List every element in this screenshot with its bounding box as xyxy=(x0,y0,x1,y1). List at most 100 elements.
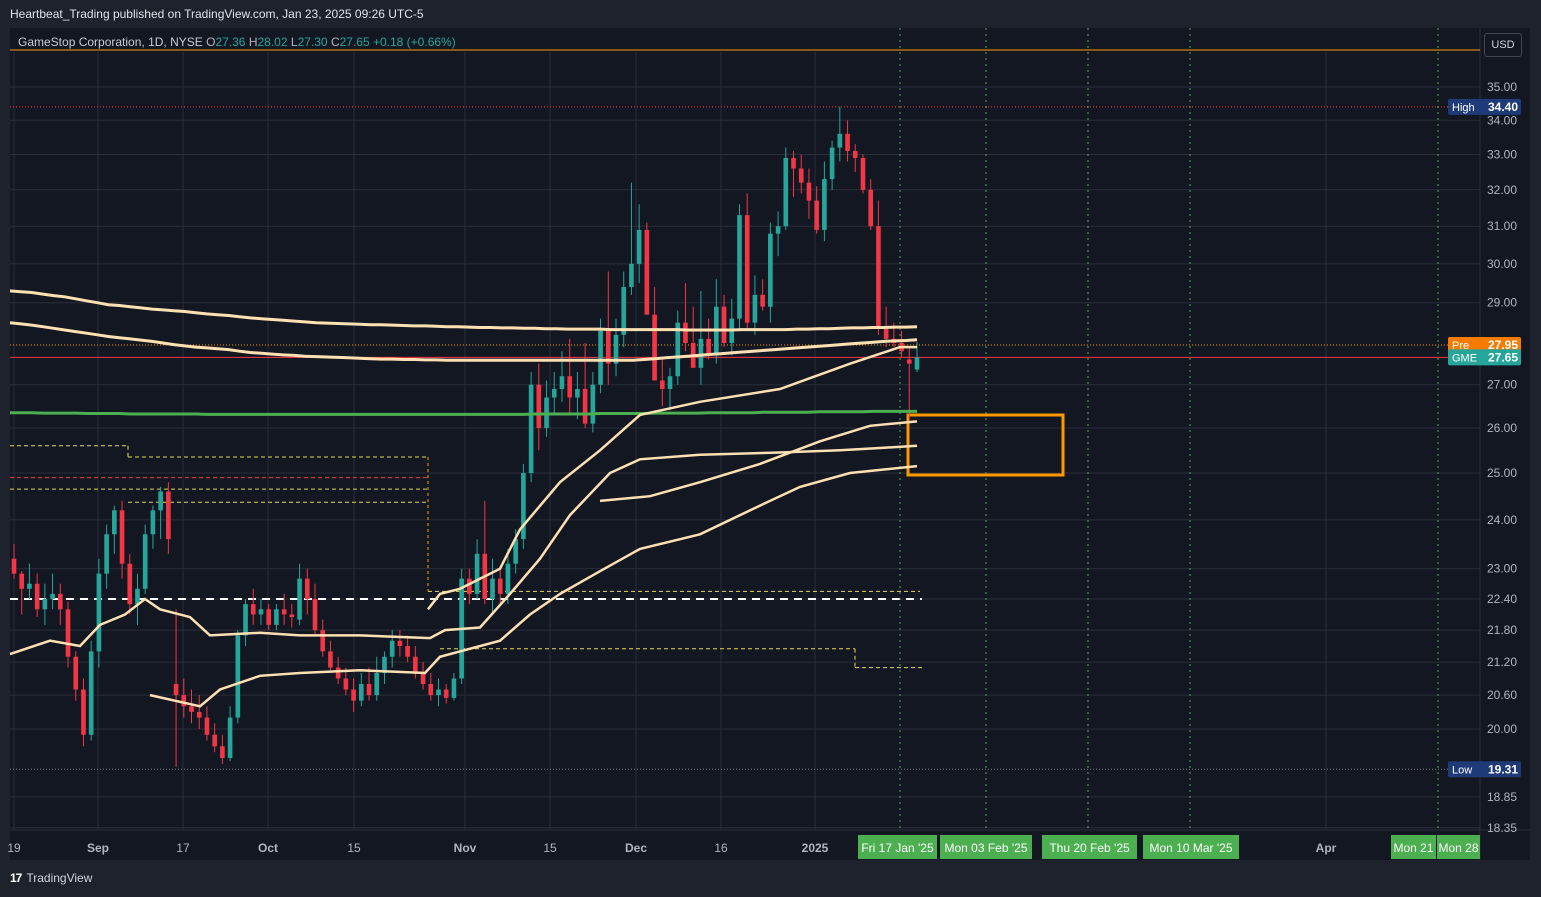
symbol-legend: GameStop Corporation, 1D, NYSE O27.36 H2… xyxy=(18,35,456,49)
candle-body xyxy=(791,157,796,169)
candle-body xyxy=(451,678,457,698)
candle-body xyxy=(289,614,295,618)
candle-body xyxy=(397,640,403,647)
candle-body xyxy=(521,473,526,540)
candle-body xyxy=(328,651,333,668)
time-tick-label: 19 xyxy=(7,841,21,855)
legend-symbol: GameStop Corporation, 1D, NYSE xyxy=(18,35,203,49)
candle-body xyxy=(150,510,156,535)
price-label-value: 27.95 xyxy=(1488,338,1518,352)
price-label-name: GME xyxy=(1452,352,1477,364)
candle-body xyxy=(127,563,133,605)
time-tick-label: Apr xyxy=(1316,841,1337,855)
candle-body xyxy=(659,380,665,389)
tradingview-logo-icon: 17 xyxy=(10,871,22,885)
price-tick-label: 18.85 xyxy=(1487,790,1517,804)
candle-body xyxy=(81,689,86,735)
candle-body xyxy=(644,229,650,315)
candle-body xyxy=(667,376,673,389)
time-tick-label: Oct xyxy=(258,841,278,855)
candle-body xyxy=(737,215,742,319)
candle-body xyxy=(528,384,534,474)
candle-body xyxy=(281,609,287,615)
candle-body xyxy=(883,326,889,339)
candle-body xyxy=(335,667,341,679)
orange-target-box xyxy=(906,413,1065,477)
candle-body xyxy=(11,558,17,574)
candle-body xyxy=(829,147,835,180)
price-tick-label: 18.35 xyxy=(1487,821,1517,835)
candle-body xyxy=(19,573,25,589)
candle-body xyxy=(914,357,920,370)
candle-body xyxy=(220,746,225,759)
candle-body xyxy=(142,534,148,589)
candle-body xyxy=(806,182,812,201)
price-label-name: Low xyxy=(1452,764,1472,776)
candle-body xyxy=(621,287,627,335)
candle-body xyxy=(636,229,642,264)
candle-body xyxy=(876,226,881,327)
candle-body xyxy=(752,294,758,323)
candle-body xyxy=(768,233,773,307)
price-label-badge xyxy=(1448,98,1521,115)
candle-body xyxy=(744,215,750,323)
candle-body xyxy=(675,322,681,377)
legend-open-value: 27.36 xyxy=(215,35,246,49)
candle-body xyxy=(428,684,434,696)
currency-button[interactable]: USD xyxy=(1484,33,1522,57)
candle-body xyxy=(513,539,518,564)
date-label-badge xyxy=(1391,835,1436,859)
legend-open-label: O xyxy=(206,35,216,49)
price-tick-label: 21.20 xyxy=(1487,655,1517,669)
price-tick-label: 29.00 xyxy=(1487,296,1517,310)
tradingview-footer[interactable]: 17 TradingView xyxy=(10,871,92,885)
candle-body xyxy=(559,376,565,389)
candle-body xyxy=(490,578,495,599)
candle-body xyxy=(135,588,140,605)
price-tick-label: 26.00 xyxy=(1487,421,1517,435)
candle-body xyxy=(389,640,395,657)
candle-body xyxy=(629,263,634,288)
candle-body xyxy=(96,573,102,652)
date-label-badge xyxy=(1437,835,1480,859)
candle-body xyxy=(227,717,233,759)
candle-body xyxy=(822,179,827,230)
candle-body xyxy=(312,598,318,631)
candle-body xyxy=(706,338,711,356)
candle-body xyxy=(906,359,912,364)
price-tick-label: 20.60 xyxy=(1487,688,1517,702)
price-tick-label: 24.00 xyxy=(1487,513,1517,527)
trend-ma-line xyxy=(149,464,918,708)
candle-body xyxy=(551,388,557,398)
price-tick-label: 25.00 xyxy=(1487,466,1517,480)
time-tick-label: 17 xyxy=(176,841,190,855)
date-label-text: Mon 03 Feb '25 xyxy=(944,841,1027,855)
candle-body xyxy=(605,330,611,364)
candle-body xyxy=(204,717,210,735)
candle-body xyxy=(413,656,418,674)
candle-body xyxy=(320,630,326,652)
candle-body xyxy=(57,593,63,610)
chart-area[interactable] xyxy=(10,28,1530,860)
candle-body xyxy=(652,314,657,381)
price-tick-label: 31.00 xyxy=(1487,219,1517,233)
price-label-badge xyxy=(1448,337,1521,354)
candle-body xyxy=(173,684,179,696)
candle-body xyxy=(382,656,387,674)
time-tick-label: Dec xyxy=(625,841,647,855)
candle-body xyxy=(73,656,79,690)
price-label-name: Pre xyxy=(1452,340,1469,352)
date-label-badge xyxy=(858,835,937,859)
candle-body xyxy=(374,673,380,696)
candle-body xyxy=(760,294,765,307)
candle-body xyxy=(212,734,217,747)
trend-ma-line xyxy=(599,420,918,503)
date-label-badge xyxy=(1143,835,1239,859)
time-tick-label: 15 xyxy=(347,841,361,855)
legend-low-value: 27.30 xyxy=(297,35,328,49)
candle-body xyxy=(42,598,48,610)
candle-body xyxy=(358,684,364,701)
candle-body xyxy=(590,384,596,424)
candle-body xyxy=(598,330,603,385)
